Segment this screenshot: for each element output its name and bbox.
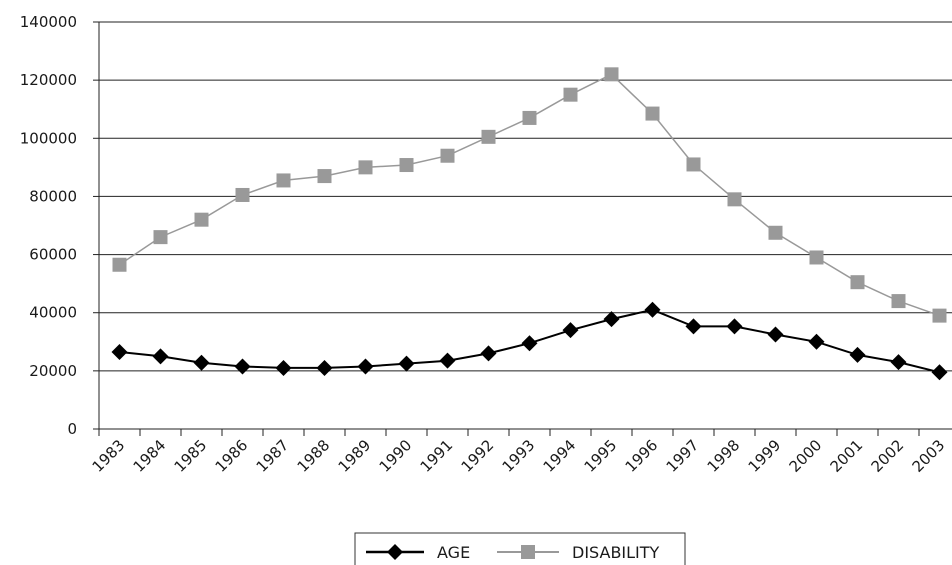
x-tick-label: 1983	[89, 436, 129, 476]
data-point-age	[152, 348, 169, 365]
data-point-age	[521, 335, 538, 352]
y-tick-label: 20000	[29, 362, 77, 380]
data-point-age	[808, 333, 825, 350]
data-point-disability	[563, 87, 578, 102]
data-point-disability	[727, 192, 742, 207]
data-point-age	[685, 318, 702, 335]
data-point-disability	[522, 110, 537, 125]
data-point-disability	[399, 158, 414, 173]
data-point-disability	[276, 173, 291, 188]
data-point-age	[890, 354, 907, 371]
data-point-age	[439, 352, 456, 369]
y-tick-label: 140000	[20, 13, 77, 31]
x-tick-label: 1989	[335, 436, 375, 476]
x-tick-labels: 1983 1984 1985 1986 1987 1988 1989 1990 1991 1992…	[89, 436, 949, 476]
data-point-disability	[686, 157, 701, 172]
x-tick-label: 1986	[212, 436, 252, 476]
x-tick-label: 1991	[417, 436, 457, 476]
data-point-age	[644, 301, 661, 318]
data-point-disability	[112, 257, 127, 272]
series-age	[111, 301, 948, 381]
data-point-disability	[358, 160, 373, 175]
data-point-disability	[153, 230, 168, 245]
data-point-disability	[932, 308, 947, 323]
x-tick-label: 1996	[622, 436, 662, 476]
data-point-age	[193, 354, 210, 371]
data-point-age	[480, 345, 497, 362]
y-tick-label: 80000	[29, 187, 77, 205]
x-tick-label: 1994	[540, 436, 580, 476]
x-tick-label: 2003	[909, 436, 949, 476]
y-tick-labels: 0 20000 40000 60000 80000 100000 120000 140000	[20, 13, 77, 438]
x-tick-label: 1995	[581, 436, 621, 476]
data-point-age	[234, 358, 251, 375]
x-tick-label: 2001	[827, 436, 867, 476]
data-point-disability	[809, 250, 824, 265]
data-point-disability	[481, 129, 496, 144]
y-tick-label: 100000	[20, 129, 77, 147]
y-tick-label: 60000	[29, 246, 77, 264]
y-tick-label: 0	[67, 420, 77, 438]
x-tick-label: 1990	[376, 436, 416, 476]
x-tick-label: 1999	[745, 436, 785, 476]
series-disability	[112, 67, 947, 323]
legend-box	[354, 532, 686, 565]
data-point-age	[849, 346, 866, 363]
data-point-age	[562, 322, 579, 339]
x-tick-label: 1993	[499, 436, 539, 476]
data-point-age	[767, 326, 784, 343]
data-point-disability	[768, 225, 783, 240]
data-point-age	[357, 358, 374, 375]
data-point-disability	[440, 148, 455, 163]
x-tick-label: 2000	[786, 436, 826, 476]
data-point-age	[316, 359, 333, 376]
data-point-disability	[604, 67, 619, 82]
data-point-age	[398, 355, 415, 372]
legend-label-age: AGE	[437, 543, 470, 562]
data-point-age	[275, 359, 292, 376]
x-tick-label: 1992	[458, 436, 498, 476]
data-point-age	[726, 318, 743, 335]
x-tick-label: 2002	[868, 436, 908, 476]
data-point-disability	[645, 106, 660, 121]
y-tick-label: 40000	[29, 304, 77, 322]
gridlines	[99, 21, 952, 372]
data-point-disability	[194, 212, 209, 227]
x-tick-label: 1997	[663, 436, 703, 476]
legend: AGE DISABILITY	[354, 532, 686, 565]
data-point-disability	[235, 187, 250, 202]
data-point-age	[931, 364, 948, 381]
legend-marker-age	[387, 544, 403, 560]
legend-label-disability: DISABILITY	[572, 543, 660, 562]
axes	[93, 21, 952, 436]
series-group	[111, 67, 948, 381]
x-tick-label: 1987	[253, 436, 293, 476]
y-tick-label: 120000	[20, 71, 77, 89]
x-tick-label: 1988	[294, 436, 334, 476]
data-point-disability	[850, 275, 865, 290]
x-tick-label: 1998	[704, 436, 744, 476]
legend-marker-disability	[521, 545, 535, 559]
data-point-disability	[317, 169, 332, 184]
x-tick-label: 1984	[130, 436, 170, 476]
data-point-disability	[891, 294, 906, 309]
x-tick-label: 1985	[171, 436, 211, 476]
data-point-age	[111, 343, 128, 360]
data-point-age	[603, 311, 620, 328]
